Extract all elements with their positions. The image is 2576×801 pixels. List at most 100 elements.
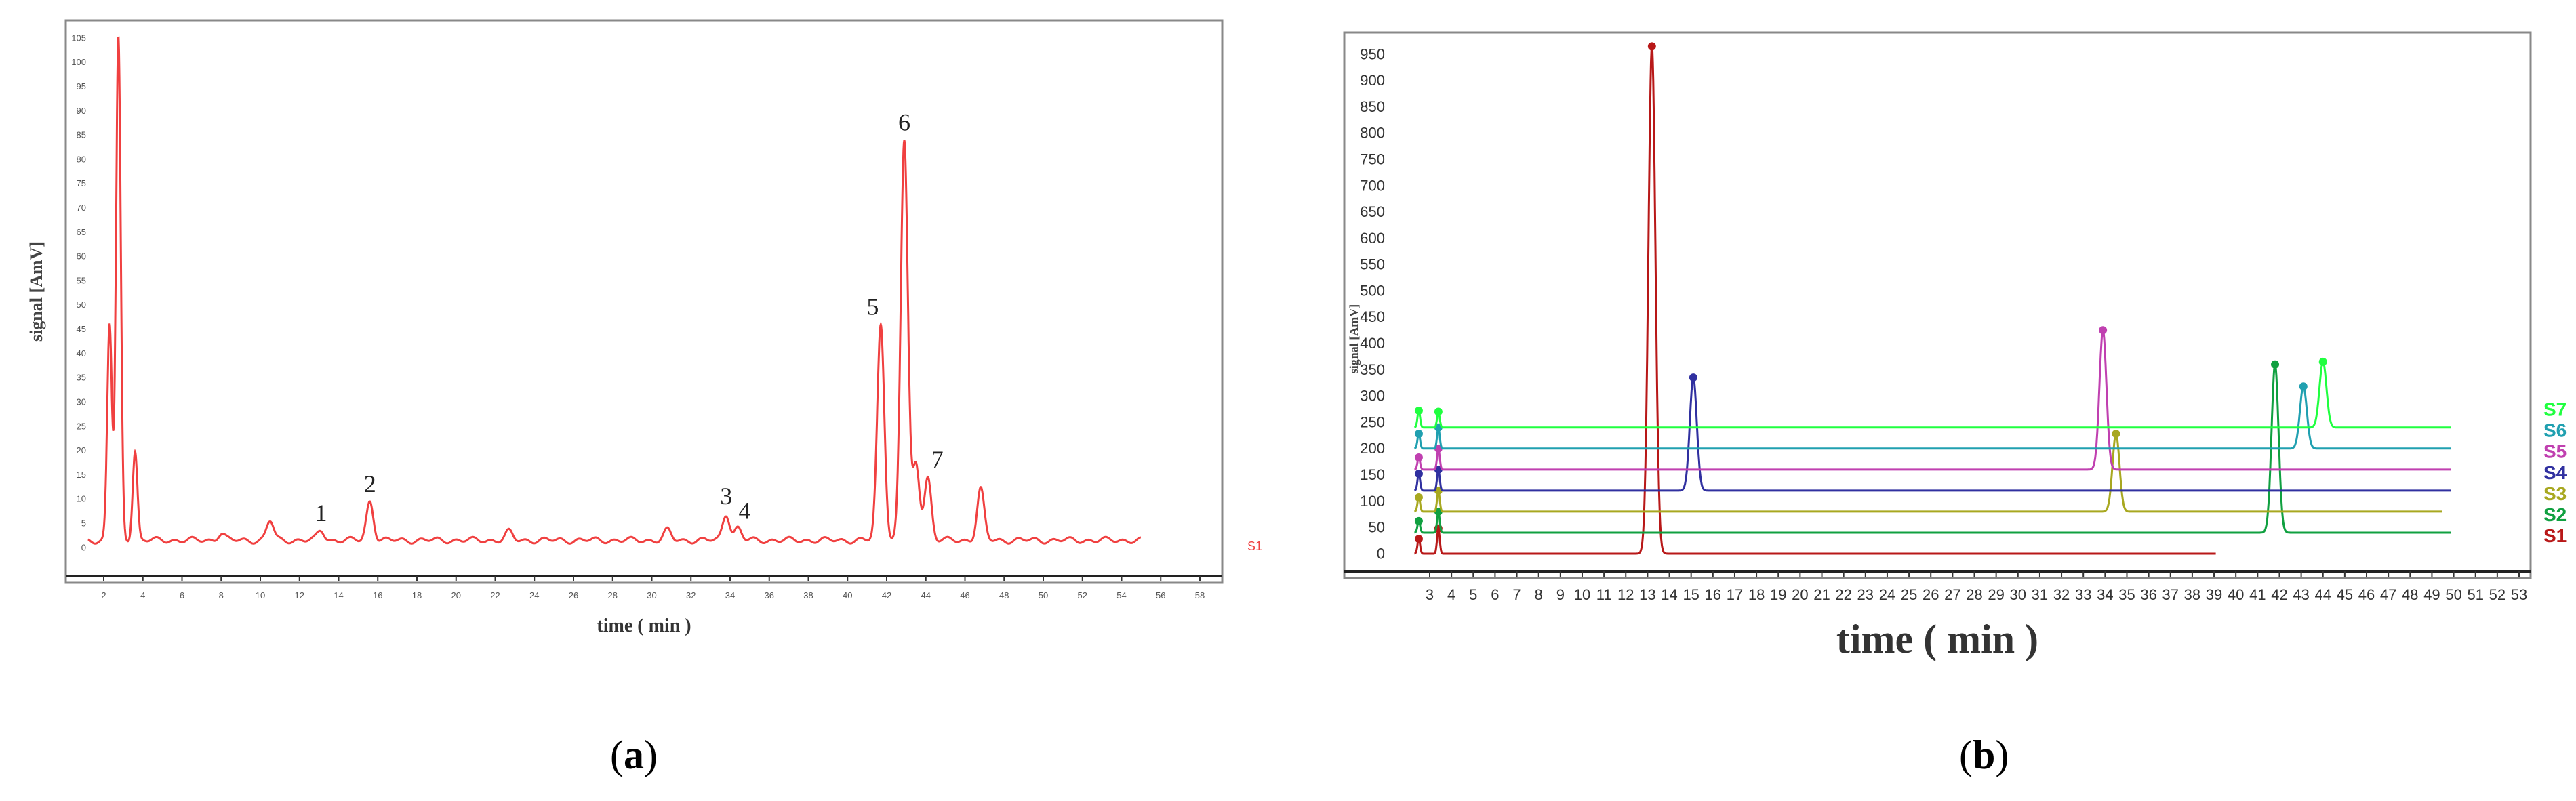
y-tick-label: 40 (77, 348, 86, 358)
x-tick-label: 30 (647, 590, 656, 600)
y-tick-label: 400 (1360, 335, 1385, 352)
y-tick-label: 0 (1377, 545, 1385, 562)
x-tick-label: 38 (803, 590, 813, 600)
y-tick-label: 25 (77, 421, 86, 431)
x-tick-label: 42 (2271, 586, 2287, 603)
peak-label: 3 (720, 482, 732, 510)
x-tick-label: 6 (1491, 586, 1499, 603)
x-tick-label: 39 (2206, 586, 2222, 603)
y-tick-label: 85 (77, 130, 86, 140)
series-line-S6 (1414, 385, 2451, 450)
x-tick-label: 46 (960, 590, 969, 600)
x-tick-label: 44 (921, 590, 931, 600)
x-tick-label: 3 (1426, 586, 1434, 603)
y-axis-label: signal [AmV] (26, 241, 46, 342)
x-tick-label: 27 (1944, 586, 1960, 603)
x-tick-label: 38 (2184, 586, 2200, 603)
x-tick-label: 28 (1966, 586, 1982, 603)
x-tick-label: 58 (1195, 590, 1205, 600)
x-tick-label: 47 (2380, 586, 2396, 603)
caption-b: (b) (1959, 733, 2009, 777)
x-tick-label: 29 (1988, 586, 2004, 603)
x-tick-label: 18 (1748, 586, 1765, 603)
y-tick-label: 800 (1360, 125, 1385, 142)
series-label-S5: S5 (2543, 441, 2567, 462)
x-axis-label: time ( min ) (597, 615, 691, 636)
x-tick-label: 44 (2314, 586, 2331, 603)
x-tick-label: 14 (334, 590, 343, 600)
y-tick-label: 30 (77, 396, 86, 407)
x-tick-label: 10 (256, 590, 265, 600)
y-tick-label: 10 (77, 494, 86, 504)
y-tick-label: 650 (1360, 203, 1385, 220)
x-tick-label: 50 (1039, 590, 1048, 600)
y-tick-label: 65 (77, 227, 86, 237)
x-tick-label: 48 (2402, 586, 2418, 603)
series-label-S6: S6 (2543, 420, 2567, 441)
x-tick-label: 34 (725, 590, 735, 600)
x-tick-label: 22 (490, 590, 500, 600)
x-tick-label: 9 (1556, 586, 1565, 603)
x-tick-label: 51 (2467, 586, 2483, 603)
peak-label: 5 (866, 293, 879, 321)
y-tick-label: 750 (1360, 150, 1385, 167)
y-tick-label: 850 (1360, 98, 1385, 115)
x-tick-label: 26 (569, 590, 578, 600)
x-tick-label: 12 (1617, 586, 1634, 603)
y-tick-label: 0 (81, 542, 86, 552)
y-tick-label: 45 (77, 324, 86, 334)
x-tick-label: 11 (1596, 586, 1612, 603)
peak-marker-S5 (1414, 453, 1423, 462)
peak-marker-S7 (2318, 357, 2327, 366)
peak-marker-S4 (1689, 373, 1697, 382)
peak-label: 4 (739, 497, 751, 524)
x-axis-label: time ( min ) (1836, 617, 2038, 661)
x-tick-label: 24 (529, 590, 539, 600)
y-tick-label: 300 (1360, 388, 1385, 405)
chart-b: 3 4 5 6 7 8 9 10 11 12 13 14 15 16 17 18 19 20 21 22 23 24 25 2… (1343, 31, 2567, 661)
y-tick-label: 200 (1360, 440, 1385, 457)
x-tick-label: 48 (999, 590, 1009, 600)
y-axis-label: signal [AmV] (1347, 304, 1361, 374)
x-tick-label: 46 (2358, 586, 2375, 603)
x-tick-label: 28 (608, 590, 618, 600)
series-line-S1 (87, 36, 1142, 545)
y-tick-label: 250 (1360, 413, 1385, 430)
x-tick-label: 34 (2097, 586, 2113, 603)
x-tick-label: 21 (1813, 586, 1830, 603)
x-tick-label: 18 (412, 590, 422, 600)
series-label-S7: S7 (2543, 399, 2567, 420)
peak-marker-S1 (1414, 535, 1423, 543)
x-tick-label: 25 (1901, 586, 1917, 603)
x-tick-label: 13 (1639, 586, 1655, 603)
x-tick-label: 24 (1879, 586, 1895, 603)
x-tick-label: 50 (2445, 586, 2461, 603)
x-tick-label: 2 (101, 590, 106, 600)
y-tick-label: 950 (1360, 45, 1385, 62)
y-tick-label: 80 (77, 154, 86, 164)
y-tick-label: 60 (77, 251, 86, 262)
x-tick-label: 15 (1683, 586, 1699, 603)
x-tick-label: 4 (140, 590, 145, 600)
plot-frame (64, 19, 1224, 584)
peak-label: 6 (898, 108, 910, 136)
x-tick-label: 10 (1574, 586, 1590, 603)
y-tick-label: 90 (77, 106, 86, 116)
y-tick-label: 600 (1360, 230, 1385, 247)
x-tick-label: 32 (686, 590, 696, 600)
peak-marker-S6 (2299, 382, 2308, 391)
y-tick-label: 105 (71, 33, 86, 43)
caption-a-letter: a (623, 733, 644, 777)
x-tick-label: 41 (2249, 586, 2266, 603)
x-tick-label: 20 (451, 590, 461, 600)
peak-label: 2 (364, 470, 376, 497)
peak-marker-S3 (2112, 430, 2120, 438)
x-tick-label: 43 (2293, 586, 2309, 603)
y-tick-label: 20 (77, 445, 86, 455)
x-tick-label: 40 (843, 590, 852, 600)
peak-marker-S4 (1414, 470, 1423, 478)
peak-marker-S7 (1414, 406, 1423, 415)
plot-frame (1343, 31, 2532, 579)
y-tick-label: 75 (77, 178, 86, 188)
